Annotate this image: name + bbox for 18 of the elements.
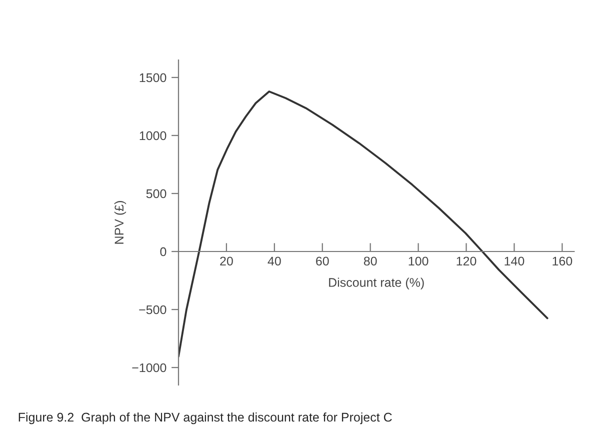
x-tick-label: 120 <box>456 256 476 266</box>
line-series <box>178 90 548 358</box>
y-tick-label: 1500 <box>140 73 166 82</box>
x-tick-label: 60 <box>316 256 329 266</box>
x-tick-label: 40 <box>268 256 281 266</box>
y-tick-label: 0 <box>160 247 166 256</box>
y-tick-label: 500 <box>146 189 166 198</box>
x-tick-label: 160 <box>552 256 572 266</box>
x-tick-label: 140 <box>504 256 524 266</box>
y-tick-label: −500 <box>139 305 166 314</box>
x-axis-title: Discount rate (%) <box>329 278 424 290</box>
caption: Figure 9.2 Graph of the NPV against the discount rate for Project C <box>18 412 392 424</box>
y-axis-title: NPV (£) <box>114 201 126 244</box>
y-tick-label: −1000 <box>132 363 166 372</box>
x-tick-label: 80 <box>364 256 377 266</box>
x-tick-label: 100 <box>408 256 428 266</box>
y-tick-label: 1000 <box>140 131 166 140</box>
x-tick-label: 20 <box>220 256 233 266</box>
